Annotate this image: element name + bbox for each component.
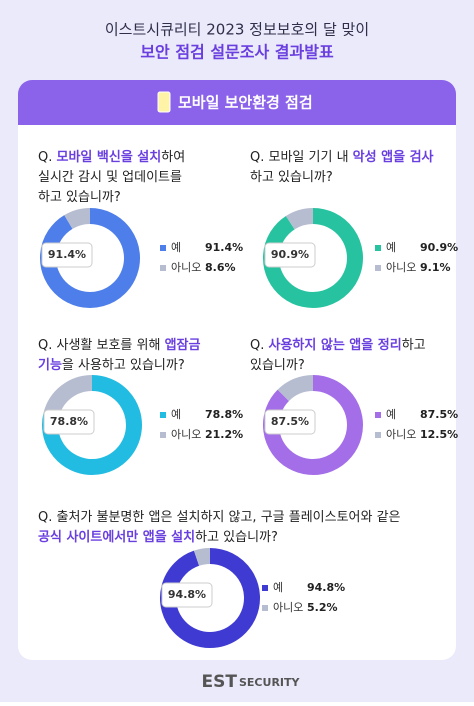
question-text: Q. xyxy=(38,150,57,165)
callout-value: 78.8% xyxy=(50,415,88,428)
donut-slice xyxy=(285,208,314,230)
legend-swatch xyxy=(262,605,268,611)
callout-value: 91.4% xyxy=(48,248,86,261)
legend-label: 예 xyxy=(171,408,181,421)
question: 공식 사이트에서만 앱을 설치하고 있습니까? xyxy=(38,529,278,545)
legend-label: 예 xyxy=(273,581,283,594)
callout-value: 94.8% xyxy=(168,588,206,601)
legend-value: 94.8% xyxy=(307,581,345,594)
donut-slice xyxy=(64,208,91,230)
legend-value: 5.2% xyxy=(307,601,338,614)
legend-swatch xyxy=(160,412,166,418)
question: 실시간 감시 및 업데이트를 xyxy=(38,170,182,185)
legend-swatch xyxy=(375,265,381,271)
question-highlight: 앱잠금 xyxy=(165,337,201,353)
question: 하고 있습니까? xyxy=(250,170,333,185)
question: Q. 모바일 기기 내 악성 앱을 검사 xyxy=(250,149,434,165)
legend-label: 예 xyxy=(171,241,181,254)
legend-value: 87.5% xyxy=(420,408,458,421)
logo-security: SECURITY xyxy=(239,676,301,689)
legend-label: 아니오 xyxy=(171,261,201,274)
header-line2: 보안 점검 설문조사 결과발표 xyxy=(140,43,334,62)
question-text: Q. xyxy=(250,338,269,353)
legend-swatch xyxy=(160,265,166,271)
legend-swatch xyxy=(160,432,166,438)
legend-value: 78.8% xyxy=(205,408,243,421)
legend-swatch xyxy=(375,432,381,438)
question-text: 사생활 보호를 위해 xyxy=(57,338,165,353)
question-text: 하여 xyxy=(161,150,185,165)
legend-label: 예 xyxy=(386,408,396,421)
question-text: 있습니까? xyxy=(250,358,305,373)
question: Q. 사생활 보호를 위해 앱잠금 xyxy=(38,337,200,353)
question-highlight: 공식 사이트에서만 앱을 설치 xyxy=(38,529,195,545)
legend-value: 91.4% xyxy=(205,241,243,254)
question-highlight: 사용하지 않는 앱을 정리 xyxy=(269,337,402,353)
legend-label: 아니오 xyxy=(386,428,416,441)
legend-label: 예 xyxy=(386,241,396,254)
question-text: Q. xyxy=(38,338,57,353)
header-line1: 이스트시큐리티 2023 정보보호의 달 맞이 xyxy=(105,21,369,39)
legend-value: 21.2% xyxy=(205,428,243,441)
question: Q. 출처가 불분명한 앱은 설치하지 않고, 구글 플레이스토어와 같은 xyxy=(38,510,401,525)
donut-slice xyxy=(43,375,93,418)
legend-value: 12.5% xyxy=(420,428,458,441)
logo-est: EST xyxy=(202,672,238,692)
question-text: 모바일 기기 내 xyxy=(269,150,353,165)
callout-value: 87.5% xyxy=(271,415,309,428)
question-text: 하고 xyxy=(402,338,426,353)
callout-box xyxy=(41,242,93,268)
question-highlight: 기능 xyxy=(38,358,62,373)
question-highlight: 악성 앱을 검사 xyxy=(353,149,434,165)
section-title: 모바일 보안환경 점검 xyxy=(178,94,313,112)
question-text: 하고 있습니까? xyxy=(250,170,333,185)
legend-swatch xyxy=(375,245,381,251)
question-highlight: 모바일 백신을 설치 xyxy=(57,149,162,165)
legend-value: 90.9% xyxy=(420,241,458,254)
question: Q. 모바일 백신을 설치하여 xyxy=(38,149,185,165)
question-text: 실시간 감시 및 업데이트를 xyxy=(38,170,182,185)
question: Q. 사용하지 않는 앱을 정리하고 xyxy=(250,337,426,353)
callout-box xyxy=(161,582,213,608)
question-text: 출처가 불분명한 앱은 설치하지 않고, 구글 플레이스토어와 같은 xyxy=(57,510,401,525)
question: 하고 있습니까? xyxy=(38,190,121,205)
question-text: Q. xyxy=(38,510,57,525)
phone-icon xyxy=(157,91,171,113)
legend-value: 8.6% xyxy=(205,261,236,274)
question-text: 하고 있습니까? xyxy=(38,190,121,205)
callout-box xyxy=(43,409,95,435)
donut-slice xyxy=(277,375,314,402)
legend-value: 9.1% xyxy=(420,261,451,274)
callout-value: 90.9% xyxy=(271,248,309,261)
legend-swatch xyxy=(262,585,268,591)
callout-box xyxy=(264,409,316,435)
question-text: 하고 있습니까? xyxy=(195,530,278,545)
legend-label: 아니오 xyxy=(171,428,201,441)
donut-slice xyxy=(193,548,211,566)
legend-swatch xyxy=(160,245,166,251)
callout-box xyxy=(264,242,316,268)
legend-label: 아니오 xyxy=(386,261,416,274)
question: 있습니까? xyxy=(250,358,305,373)
question: 기능을 사용하고 있습니까? xyxy=(38,358,185,373)
legend-swatch xyxy=(375,412,381,418)
question-text: 을 사용하고 있습니까? xyxy=(62,358,185,373)
donut-slice xyxy=(42,375,142,475)
legend-label: 아니오 xyxy=(273,601,303,614)
banner xyxy=(18,80,456,125)
question-text: Q. xyxy=(250,150,269,165)
